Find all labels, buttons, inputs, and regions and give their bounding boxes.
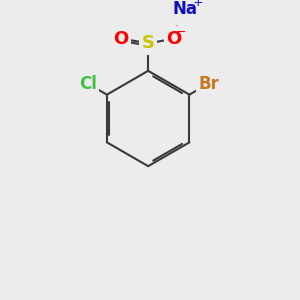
- Text: O: O: [113, 30, 128, 48]
- Text: −: −: [176, 26, 186, 39]
- Text: Br: Br: [198, 75, 219, 93]
- Text: Cl: Cl: [79, 75, 97, 93]
- Text: S: S: [142, 34, 155, 52]
- Text: O: O: [166, 30, 182, 48]
- Text: Na: Na: [172, 0, 197, 18]
- Text: +: +: [192, 0, 203, 10]
